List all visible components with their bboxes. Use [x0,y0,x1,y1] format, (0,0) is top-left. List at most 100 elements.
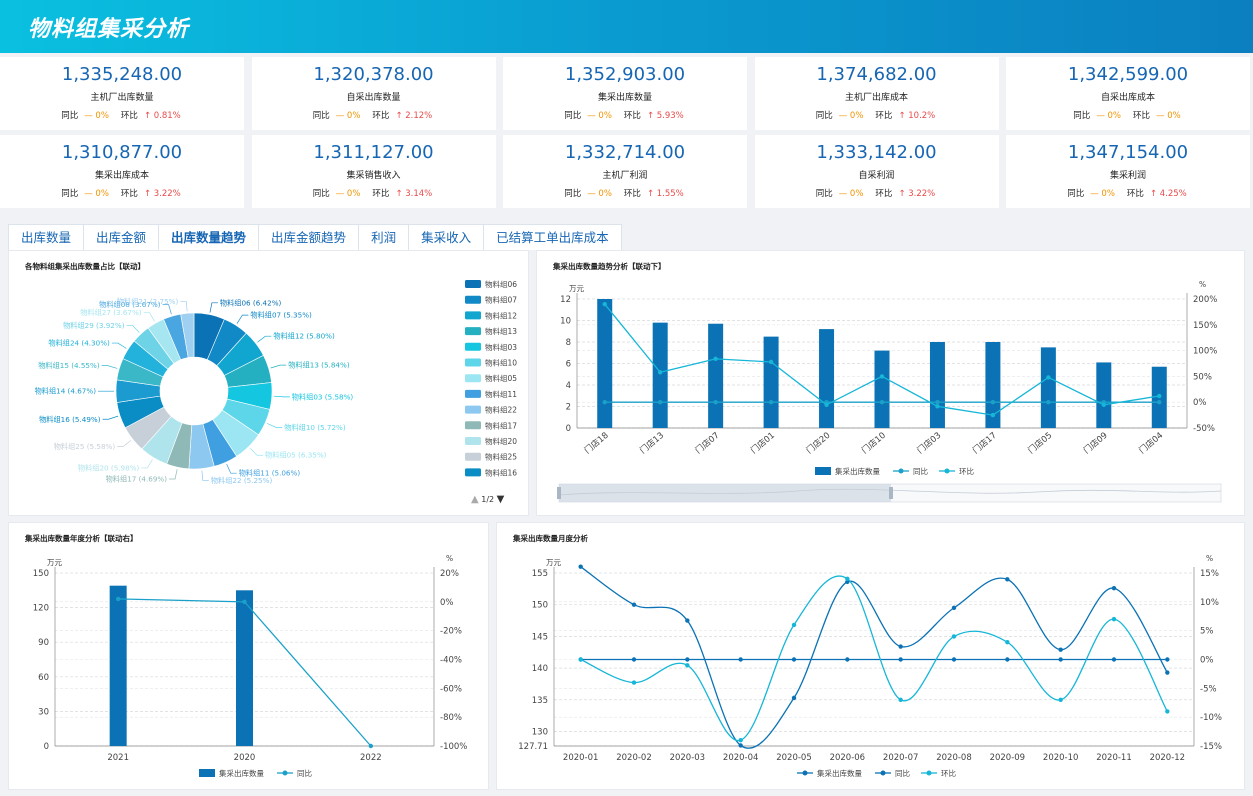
tab-2[interactable]: 出库金额 [83,224,160,250]
point-环比 [657,370,663,375]
pie-label: 物料组21 (2.75%) [117,297,179,306]
y2-tick-label: 50% [1193,372,1212,382]
kpi-label: 主机厂出库成本 [844,93,908,103]
y-tick-label: 155 [532,569,548,579]
y-tick-label: 0 [566,424,571,434]
point-同比 [1058,657,1063,662]
pie-slice-物料组21 [180,312,195,358]
point-同比 [768,400,774,405]
point-环比 [951,634,957,639]
zoom-handle-left [557,487,561,499]
yoy-label: 同比 [815,189,833,199]
legend-label: 物料组07 [485,295,517,305]
y-tick-label: 127.71 [518,742,548,752]
point-集采出库数量 [578,564,583,569]
point-环比 [1165,709,1170,714]
tab-7[interactable]: 已结算工单出库成本 [483,224,622,250]
y2-tick-label: 0% [1193,398,1207,408]
pie-label: 物料组17 (4.69%) [106,474,168,483]
kpi-compare: 同比 — 0% 环比 ↑ 3.22% [755,187,999,199]
tab-1[interactable]: 出库数量 [8,224,85,250]
legend-swatch [465,421,481,430]
pie-label: 物料组14 (4.67%) [35,387,97,396]
kpi-value: 1,335,248.00 [61,64,183,85]
y-tick-label: 135 [532,696,548,706]
mom-value: ↑ 5.93% [646,111,684,121]
point-集采出库数量 [951,605,957,611]
mom-label: 环比 [372,189,390,199]
y2-tick-label: 0% [1200,656,1214,666]
yoy-label: 同比 [61,111,79,121]
point-集采出库数量 [631,602,637,607]
point-环比 [602,301,607,307]
mom-value: — 0% [1156,111,1181,121]
pie-leader-line [143,312,155,322]
pie-label: 物料组12 (5.80%) [273,332,335,341]
pie-label: 物料组05 (6.35%) [265,451,327,460]
tab-6[interactable]: 集采收入 [408,224,485,250]
pie-leader-line [273,395,290,398]
y2-tick-label: 10% [1200,598,1219,608]
legend-label: 物料组12 [485,310,517,320]
pager-next-icon[interactable]: ▼ [496,494,505,505]
legend-label: 同比 [297,768,312,778]
tab-4[interactable]: 出库金额趋势 [258,224,360,250]
y2-tick-label: -100% [440,742,467,752]
x-tick-label: 2020-06 [830,753,866,763]
point-环比 [791,622,797,628]
bar-门店07 [708,323,724,428]
x-tick-label: 门店01 [749,430,777,456]
y-tick-label: 0 [44,742,49,752]
pie-leader-line [249,447,264,456]
store-bar-chart: 0 2 4 6 8 10 12 -50% 0% 50% 100% 150% 200% 万元 % 门店18 门店1… [557,280,1222,503]
month-panel-title: 集采出库数量月度分析 [513,534,588,543]
tab-3[interactable]: 出库数量趋势 [158,224,260,250]
point-环比 [845,576,850,581]
pie-label: 物料组16 (5.49%) [39,415,101,424]
pie-leader-line [201,470,209,481]
header-bar: 物料组集采分析 [0,0,1253,53]
legend-dot [898,468,904,474]
pie-leader-line [117,440,132,447]
bar-门店03 [929,342,945,428]
point-同比 [242,599,247,605]
yoy-value: — 0% [1090,189,1115,199]
kpi-card: 1,320,378.00 自采出库数量 同比 — 0% 环比 ↑ 2.12% [251,57,496,130]
pager-prev-icon[interactable]: ▲ [471,494,479,505]
yoy-value: — 0% [838,189,864,199]
tab-5[interactable]: 利润 [358,224,410,250]
mom-label: 环比 [120,189,138,199]
legend-dot [880,770,886,776]
kpi-label: 主机厂利润 [602,171,648,181]
y2-tick-label: 15% [1200,569,1219,579]
y2-tick-label: -20% [440,627,462,637]
legend-dot [926,770,932,776]
page-title: 物料组集采分析 [28,17,190,42]
x-tick-label: 门店05 [1026,430,1054,456]
legend-swatch [465,452,481,461]
bar-门店13 [652,322,668,428]
bar-panel-title: 集采出库数量趋势分析【联动下】 [553,262,666,271]
x-tick-label: 2020-05 [776,753,812,763]
yoy-value: — 0% [838,111,864,121]
legend-label: 物料组22 [485,405,517,415]
point-同比 [713,400,718,405]
pie-label: 物料组13 (5.84%) [288,361,350,370]
y2-tick-label: -80% [440,713,462,723]
yoy-value: — 0% [335,189,361,199]
legend-dot [944,468,950,474]
kpi-compare: 同比 — 0% 环比 — 0% [1006,109,1250,121]
kpi-value: 1,342,599.00 [1067,64,1189,85]
y-tick-label: 12 [560,295,571,305]
point-集采出库数量 [1005,577,1010,582]
pie-leader-line [102,415,119,420]
point-同比 [845,657,850,662]
pie-label: 物料组08 (3.67%) [99,300,161,309]
point-环比 [1058,697,1063,703]
pie-panel: 各物料组集采出库数量占比【联动】 物料组06 (6.42%) 物料组07 (5.3… [8,250,529,516]
pie-label: 物料组10 (5.72%) [284,423,346,432]
bar-门店05 [1040,347,1056,428]
bar-2021 [109,585,127,746]
legend-swatch [465,374,481,383]
point-同比 [951,657,957,662]
